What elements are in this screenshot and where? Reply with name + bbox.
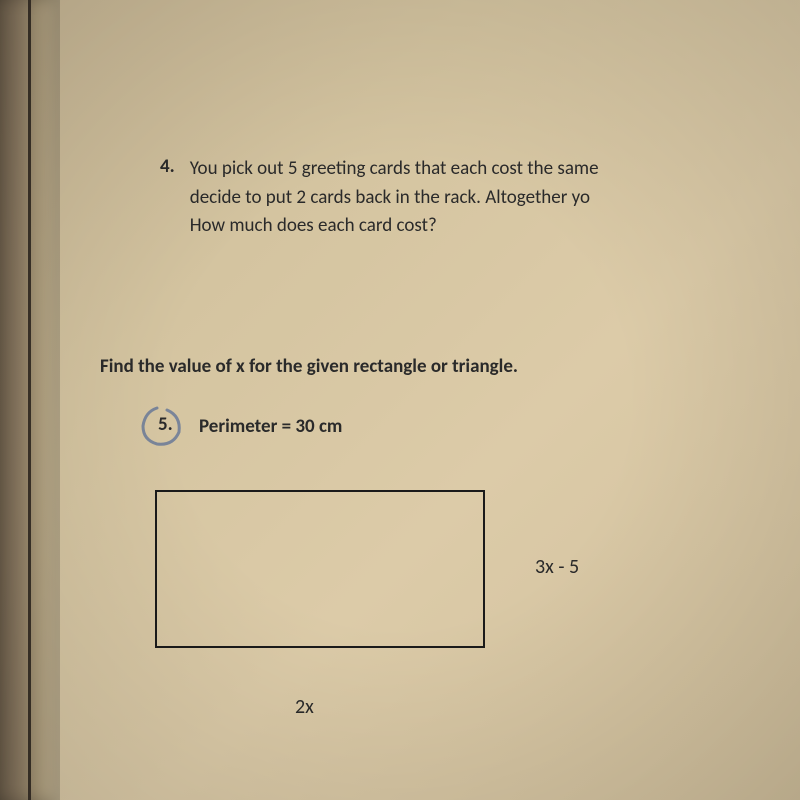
question-4-text: You pick out 5 greeting cards that each … xyxy=(190,155,599,241)
question-4-line-3: How much does each card cost? xyxy=(190,212,599,241)
page-binding-line xyxy=(28,0,31,800)
question-5-header: 5. Perimeter = 30 cm xyxy=(145,405,342,447)
rectangle-side-right-label: 3x - 5 xyxy=(535,555,579,579)
section-instruction: Find the value of x for the given rectan… xyxy=(100,355,518,378)
question-4: 4. You pick out 5 greeting cards that ea… xyxy=(160,155,800,241)
question-4-line-1: You pick out 5 greeting cards that each … xyxy=(190,155,599,184)
perimeter-label: Perimeter = 30 cm xyxy=(199,415,342,438)
rectangle-side-bottom-label: 2x xyxy=(295,695,314,719)
question-5: 5. Perimeter = 30 cm xyxy=(145,405,342,447)
page-content: 4. You pick out 5 greeting cards that ea… xyxy=(100,0,800,40)
photo-vignette xyxy=(0,0,800,800)
question-4-line-2: decide to put 2 cards back in the rack. … xyxy=(190,184,599,213)
rectangle-shape xyxy=(155,490,485,648)
question-5-number-circled: 5. xyxy=(145,405,187,447)
rectangle-figure xyxy=(155,490,485,648)
question-5-number: 5. xyxy=(158,413,173,436)
question-4-number: 4. xyxy=(160,155,175,241)
